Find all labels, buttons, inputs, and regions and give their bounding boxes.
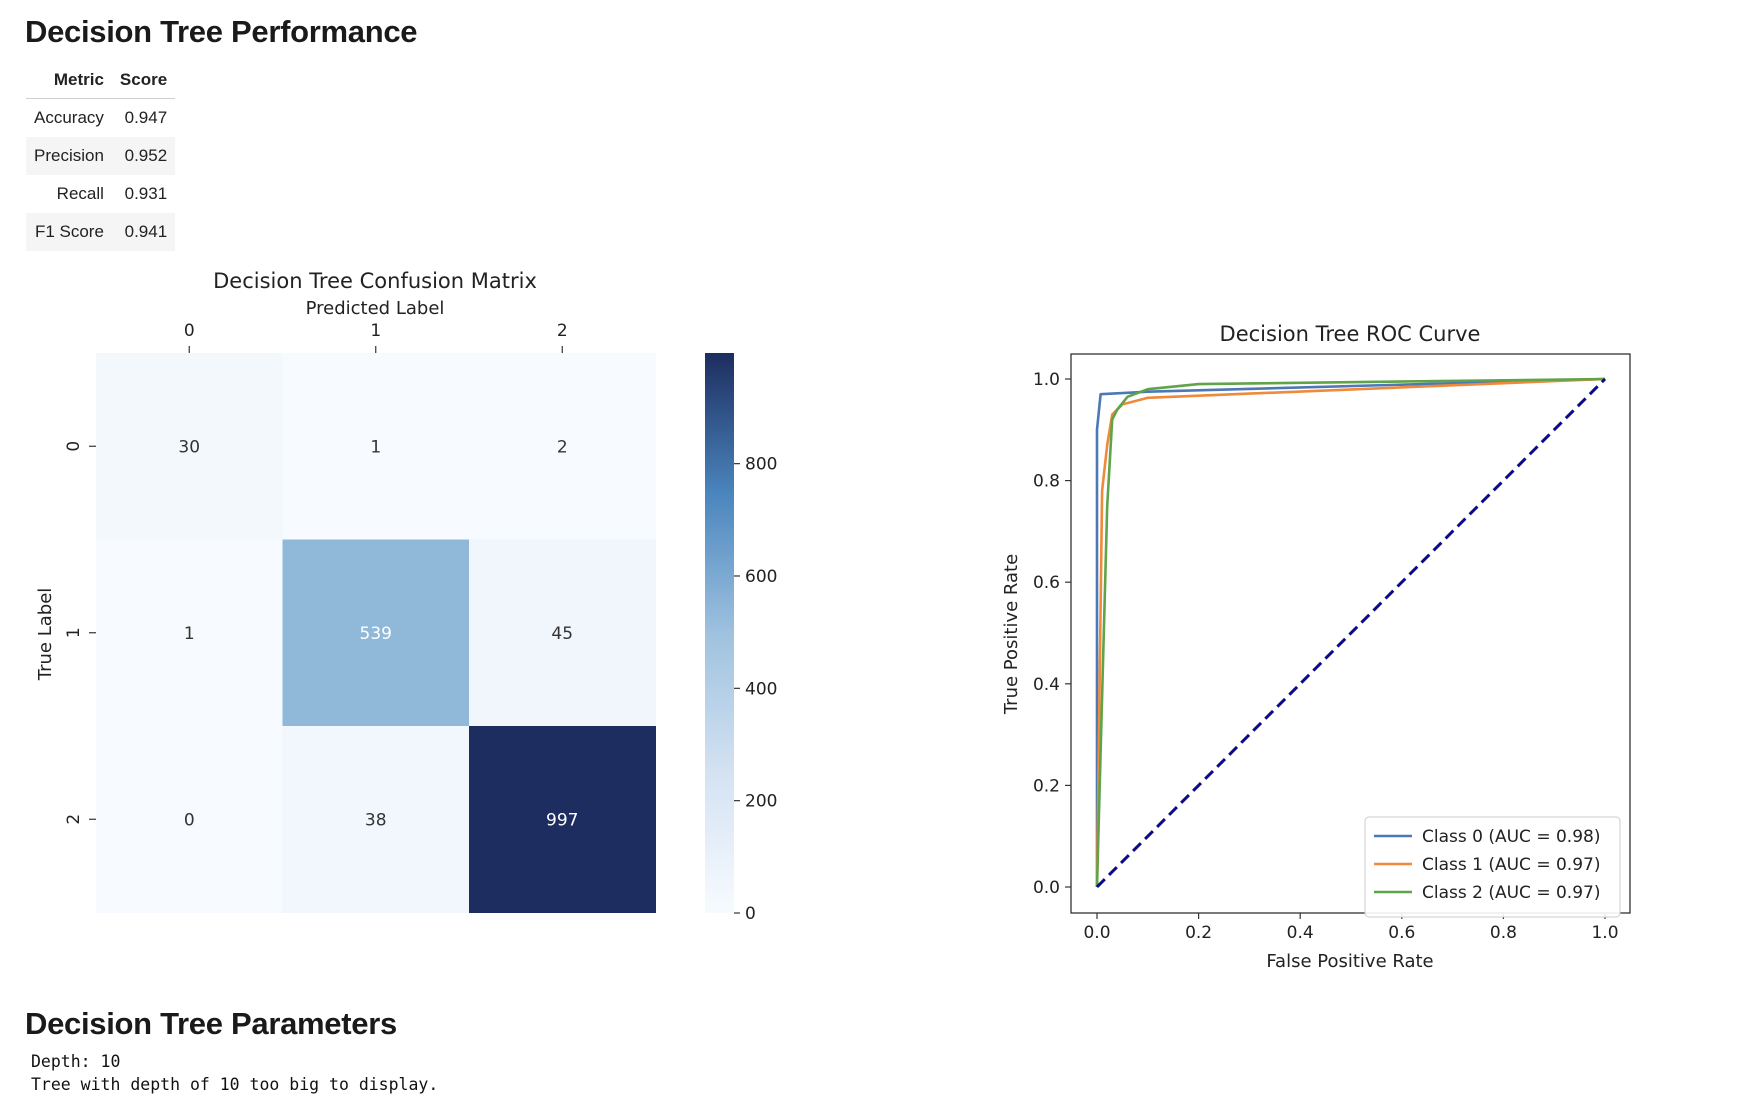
roc-xtick-label: 0.4 [1287,923,1314,943]
roc-series-line [1095,377,1606,888]
cm-cell [469,726,656,913]
cm-xlabel: Predicted Label [306,298,445,319]
roc-xtick-label: 0.8 [1490,923,1517,943]
cm-cell-label: 0 [184,810,195,830]
roc-ytick-label: 0.4 [1033,675,1060,695]
cm-cell-label: 38 [365,810,387,830]
cm-cell [469,353,656,540]
cm-ytick-label: 2 [64,814,84,825]
colorbar-tick-label: 0 [745,904,756,924]
roc-ytick-label: 0.8 [1033,472,1060,492]
roc-series-line [1095,377,1606,887]
performance-title: Decision Tree Performance [25,14,418,49]
roc-legend-box [1364,816,1621,918]
cm-cell [282,353,470,540]
cm-xtick-label: 2 [557,321,568,341]
roc-series-line [1095,377,1606,888]
metrics-table: Metric Score Accuracy 0.947 Precision 0.… [26,64,176,251]
metric-cell: Accuracy [34,108,104,127]
roc-legend: Class 0 (AUC = 0.98) Class 1 (AUC = 0.97)… [1364,816,1621,918]
cm-cell-label: 1 [370,437,381,457]
colorbar-tick-label: 400 [745,679,777,699]
roc-ytick-label: 0.6 [1033,573,1060,593]
cm-xtick-label: 0 [184,321,195,341]
metric-cell: F1 Score [26,213,112,251]
roc-xtick-label: 0.2 [1185,923,1212,943]
score-cell: 0.947 [124,108,168,127]
roc-axes-frame [1070,353,1631,914]
score-cell: 0.931 [124,184,168,203]
colorbar [705,353,734,913]
roc-xlabel: False Positive Rate [1266,951,1433,972]
cm-cell-label: 997 [546,810,578,830]
roc-legend-label: Class 1 (AUC = 0.97) [1422,855,1600,875]
cm-cell [96,726,283,913]
colorbar-tick-label: 600 [745,567,777,587]
cm-cell [96,539,283,727]
roc-legend-label: Class 2 (AUC = 0.97) [1422,883,1600,903]
table-row: Recall 0.931 [26,175,175,213]
cm-cell [469,539,656,727]
colorbar-tick-label: 800 [745,455,777,475]
cm-ylabel: True Label [35,588,56,682]
score-cell: 0.941 [111,213,176,251]
cm-cell-label: 2 [557,437,568,457]
cm-cell-label: 45 [551,624,573,644]
roc-ytick-label: 0.2 [1033,776,1060,796]
depth-line: Depth: 10 [31,1052,121,1071]
parameters-output: Depth: 10 Tree with depth of 10 too big … [31,1050,438,1096]
colorbar-tick-label: 200 [745,792,777,812]
table-row: F1 Score 0.941 [26,213,176,251]
roc-title: Decision Tree ROC Curve [1220,322,1481,346]
cm-cell-label: 539 [360,624,392,644]
tree-message-line: Tree with depth of 10 too big to display… [31,1075,439,1094]
roc-chance-line [1095,377,1607,889]
score-cell: 0.952 [111,137,176,175]
cm-cell-label: 1 [184,624,195,644]
metric-cell: Precision [26,137,112,175]
roc-legend-label: Class 0 (AUC = 0.98) [1422,827,1600,847]
roc-ytick-label: 0.0 [1033,878,1060,898]
table-row: Precision 0.952 [26,137,176,175]
cm-cell [282,726,470,913]
roc-xtick-label: 0.6 [1388,923,1415,943]
cm-xtick-label: 1 [370,321,381,341]
cm-cell [96,353,283,540]
cm-title: Decision Tree Confusion Matrix [213,269,537,293]
cm-ytick-label: 1 [64,627,84,638]
cm-cell [282,539,470,727]
cm-ytick-label: 0 [64,441,84,452]
cm-cell-label: 30 [178,437,200,457]
score-header: Score [111,64,176,99]
roc-ylabel: True Positive Rate [1001,554,1022,715]
metric-cell: Recall [56,184,104,203]
metric-header: Metric [26,64,112,99]
roc-ytick-label: 1.0 [1033,370,1060,390]
roc-xtick-label: 1.0 [1591,923,1618,943]
parameters-title: Decision Tree Parameters [25,1006,397,1041]
table-row: Accuracy 0.947 [26,99,175,138]
roc-xtick-label: 0.0 [1083,923,1110,943]
